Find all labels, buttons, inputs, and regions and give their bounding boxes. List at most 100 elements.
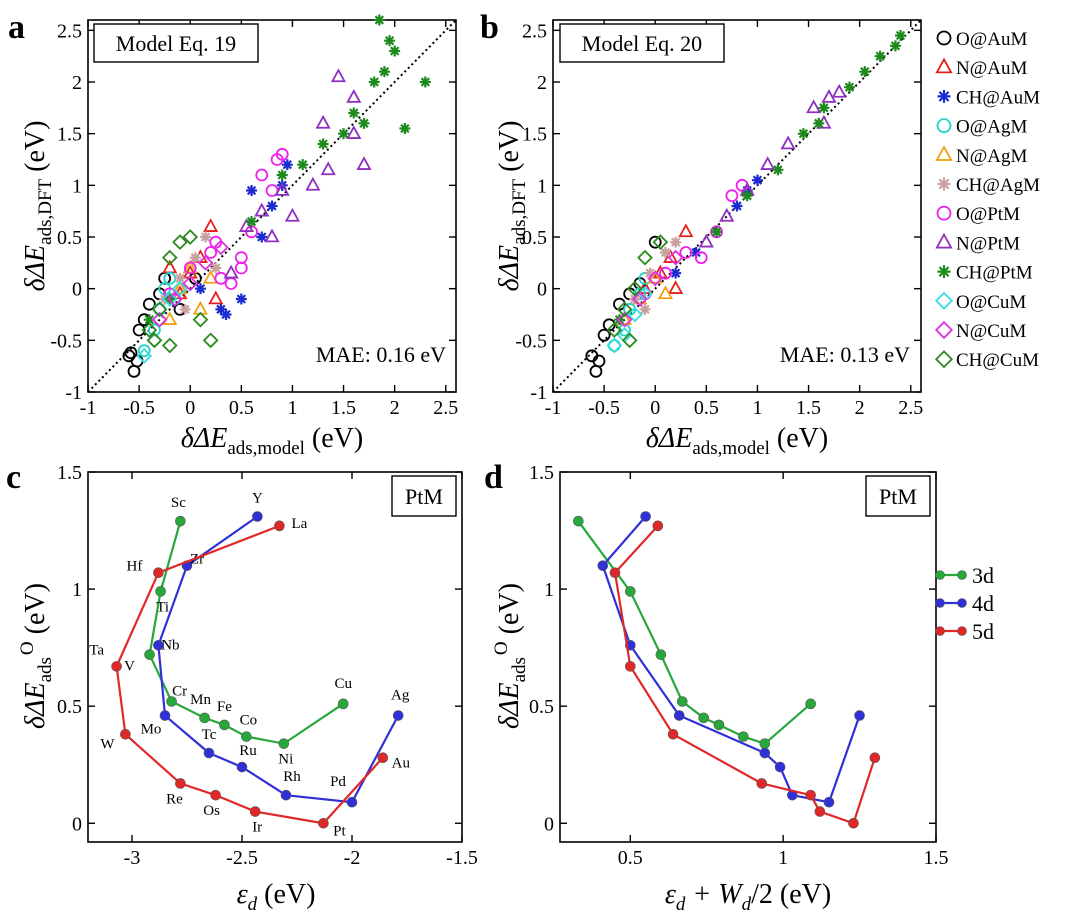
data-point-3d — [805, 698, 816, 710]
data-point-n-at-ptm — [315, 114, 331, 129]
data-point-4d — [252, 511, 263, 522]
data-point-ch-at-aum — [670, 267, 682, 279]
data-point-n-at-ptm — [821, 89, 837, 103]
data-point-5d — [848, 817, 859, 829]
y-tick-label: 2.5 — [57, 20, 82, 42]
x-label-mid-d: + W — [685, 879, 744, 910]
y-label-sub-c: ads — [35, 657, 56, 682]
element-label-hf: Hf — [126, 559, 142, 575]
panel-b: -1 -0.5 0 0.5 1 1.5 2 2.5 -1 -0.5 0 0.5 1 1.5 2 2.5 Mod… — [494, 19, 923, 459]
tag-box-c — [391, 475, 457, 517]
data-point-ch-at-ptm — [373, 14, 385, 26]
tag-box-d — [865, 475, 931, 517]
data-point-o-at-ptm — [659, 266, 672, 280]
data-point-ch-at-cum — [146, 332, 163, 349]
data-point-4d — [280, 789, 292, 801]
data-point-o-at-agm — [137, 344, 151, 358]
model-box-b — [559, 23, 725, 63]
data-point-ch-at-cum — [652, 234, 669, 251]
x-tick-label: 2 — [855, 397, 865, 419]
data-point-ch-at-agm — [174, 272, 186, 284]
data-point-n-at-cum — [151, 311, 168, 328]
data-point-3d — [759, 738, 771, 749]
data-point-o-at-aum — [132, 323, 146, 337]
data-point-ch-at-agm — [200, 231, 212, 243]
data-point-ch-at-agm — [659, 247, 671, 258]
element-label-mn: Mn — [190, 692, 211, 708]
data-point-n-at-aum — [668, 280, 684, 294]
data-point-3d — [676, 696, 688, 707]
x-axis-label-c: εd (eV) — [237, 879, 316, 915]
data-point-ch-at-ptm — [818, 102, 830, 114]
data-point-3d — [278, 738, 290, 749]
legend-label: O@CuM — [956, 292, 1026, 313]
data-point-ch-at-ptm — [276, 169, 288, 181]
legend-dot-4d — [935, 598, 945, 608]
data-point-n-at-ptm — [760, 156, 776, 170]
legend-dot-5d — [935, 626, 945, 636]
data-point-5d — [274, 520, 285, 532]
y-label-unit-d: (eV) — [494, 583, 525, 641]
data-point-3d — [166, 696, 177, 707]
mae-label-a: MAE: 0.16 eV — [316, 342, 446, 367]
element-label-sc: Sc — [171, 495, 186, 511]
data-point-3d — [738, 731, 749, 742]
element-label-pt: Pt — [333, 823, 346, 839]
data-point-n-at-ptm — [831, 83, 847, 98]
data-point-5d — [120, 728, 131, 740]
data-point-n-at-ptm — [264, 228, 280, 243]
data-point-5d — [625, 661, 636, 672]
data-point-3d — [144, 649, 155, 660]
y-tick-label: 1.5 — [57, 462, 82, 484]
data-point-5d — [869, 752, 881, 763]
series-line-3d — [148, 520, 344, 745]
data-point-ch-at-aum — [220, 309, 232, 320]
data-point-n-at-cum — [213, 239, 229, 256]
data-point-5d — [249, 806, 261, 817]
y-tick-label: 1.5 — [522, 124, 547, 146]
x-tick-label: -3 — [124, 847, 141, 869]
legend-marker-n-at-aum — [935, 57, 953, 74]
data-point-ch-at-ptm — [797, 128, 809, 140]
data-point-3d — [219, 719, 230, 731]
legend-dot-4d — [957, 598, 967, 608]
data-point-5d — [814, 806, 826, 817]
data-point-ch-at-aum — [266, 200, 278, 212]
x-tick-label: 0.5 — [694, 397, 719, 419]
y-axis-label-b: δΔEads,DFT (eV) — [494, 121, 530, 292]
data-point-n-at-agm — [182, 259, 198, 274]
data-point-ch-at-ptm — [378, 66, 390, 78]
mae-label-b: MAE: 0.13 eV — [780, 342, 910, 367]
data-point-o-at-ptm — [224, 277, 238, 290]
x-label-unit-a: (eV) — [305, 423, 363, 454]
legend-label: N@AgM — [956, 146, 1027, 167]
data-point-ch-at-cum — [161, 337, 178, 354]
ticks-b: -1 -0.5 0 0.5 1 1.5 2 2.5 -1 -0.5 0 0.5 1 1.5 2 2.5 — [515, 20, 923, 419]
legend-marker-ch-at-ptm — [937, 265, 951, 279]
data-point-o-at-ptm — [725, 189, 739, 203]
element-label-v: V — [124, 659, 135, 675]
data-point-ch-at-cum — [192, 311, 209, 328]
legend-label-4d: 4d — [972, 591, 994, 616]
data-point-ch-at-agm — [629, 293, 641, 305]
y-label-sup-d: O — [491, 641, 512, 655]
legend-marker-ch-at-aum — [937, 89, 951, 103]
data-point-n-at-aum — [662, 249, 679, 263]
data-point-n-at-cum — [616, 311, 633, 328]
y-label-main-b: δΔE — [494, 245, 525, 292]
x-axis-label-d: εd + Wd/2 (eV) — [665, 879, 831, 915]
element-label-pd: Pd — [330, 774, 346, 790]
data-point-o-at-aum — [592, 354, 606, 368]
data-point-ch-at-ptm — [389, 45, 401, 57]
data-point-n-at-aum — [203, 218, 219, 232]
element-label-mo: Mo — [141, 722, 162, 738]
data-point-n-at-ptm — [274, 182, 290, 196]
data-point-4d — [392, 710, 404, 721]
data-point-5d — [609, 567, 621, 578]
element-label-tc: Tc — [202, 727, 217, 743]
data-point-ch-at-cum — [141, 322, 158, 338]
legend-label: N@CuM — [956, 321, 1026, 342]
data-point-ch-at-cum — [626, 280, 643, 297]
y-label-sub-a: ads,DFT — [35, 178, 56, 244]
y-tick-label: 2.5 — [522, 20, 547, 42]
